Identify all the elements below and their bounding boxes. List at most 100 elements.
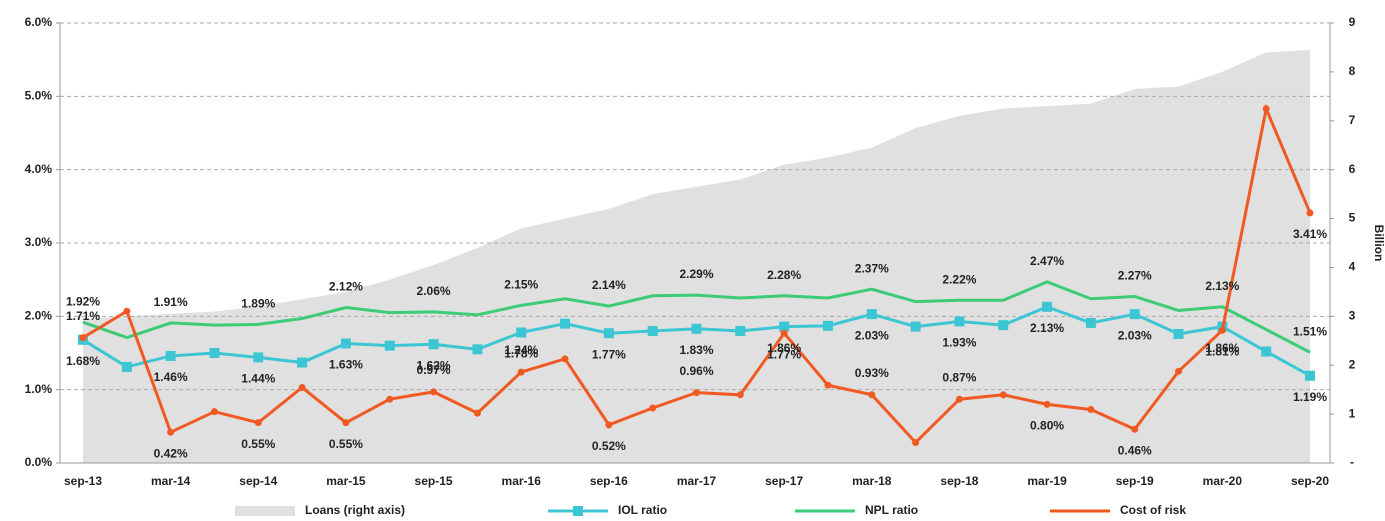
marker	[209, 348, 220, 358]
y2-tick-label: 8	[1349, 64, 1356, 78]
x-tick-label: mar-16	[502, 474, 542, 488]
data-label: 2.27%	[1118, 269, 1152, 283]
data-label: 0.80%	[1030, 419, 1064, 433]
legend-marker	[573, 506, 583, 516]
marker	[866, 309, 877, 320]
marker	[912, 438, 920, 446]
data-label: 2.13%	[1205, 279, 1239, 293]
y-tick-label: 6.0%	[25, 15, 53, 29]
marker	[736, 391, 744, 399]
x-tick-label: sep-13	[64, 474, 102, 488]
x-tick-label: sep-14	[239, 474, 277, 488]
data-label: 1.62%	[417, 358, 451, 372]
legend-label: Cost of risk	[1120, 503, 1186, 517]
marker	[955, 395, 963, 403]
data-label: 1.81%	[1205, 344, 1239, 358]
data-label: 0.87%	[942, 370, 976, 384]
data-label: 1.86%	[1205, 341, 1239, 355]
y-tick-label: 0.0%	[25, 455, 53, 469]
x-tick-label: mar-19	[1027, 474, 1067, 488]
y-tick-label: 5.0%	[25, 89, 53, 103]
y2-tick-label: 4	[1349, 260, 1356, 274]
line-layer	[78, 103, 1315, 446]
marker	[954, 316, 965, 327]
x-tick-label: sep-19	[1116, 474, 1154, 488]
marker	[386, 395, 394, 403]
marker	[868, 391, 876, 399]
y2-tick-label: 1	[1349, 406, 1356, 420]
legend-swatch	[235, 506, 295, 516]
marker	[297, 357, 308, 368]
data-label: 2.06%	[417, 284, 451, 298]
marker	[1218, 326, 1226, 334]
marker	[910, 321, 921, 332]
marker	[254, 419, 262, 427]
data-label: 1.46%	[154, 370, 188, 384]
marker	[824, 381, 832, 389]
x-tick-label: sep-16	[590, 474, 628, 488]
marker	[603, 328, 614, 339]
label-layer: 1.68% 1.46% 1.44% 1.63% 1.62% 1.78% 1.77% 1.83%…	[66, 227, 1327, 460]
data-label: 1.91%	[154, 295, 188, 309]
legend-label: NPL ratio	[865, 503, 918, 517]
marker	[1129, 309, 1140, 320]
y2-tick-label: 9	[1349, 15, 1356, 29]
x-tick-label: mar-20	[1203, 474, 1243, 488]
marker	[517, 368, 525, 376]
marker	[693, 389, 700, 397]
data-label: 2.13%	[1030, 321, 1064, 335]
marker	[1173, 328, 1184, 339]
data-label: 1.92%	[66, 294, 100, 308]
marker	[1175, 367, 1183, 375]
data-label: 1.93%	[942, 336, 976, 350]
y-tick-label: 1.0%	[25, 382, 53, 396]
x-tick-label: sep-18	[940, 474, 978, 488]
x-tick-label: sep-15	[415, 474, 453, 488]
data-label: 1.63%	[329, 358, 363, 372]
y2-axis-title: Billion	[1372, 225, 1385, 262]
data-label: 1.24%	[504, 343, 538, 357]
marker	[473, 409, 481, 417]
y2-tick-label: 6	[1349, 162, 1356, 176]
line	[82, 280, 1311, 354]
data-label: 2.37%	[855, 261, 889, 275]
data-label: 1.71%	[66, 309, 100, 323]
marker	[298, 383, 306, 391]
x-tick-label: mar-15	[326, 474, 366, 488]
marker	[121, 361, 132, 372]
data-label: 1.83%	[679, 343, 713, 357]
legend-label: Loans (right axis)	[305, 503, 405, 517]
data-label: 1.77%	[767, 347, 801, 361]
y2-tick-label: 3	[1349, 309, 1356, 323]
marker	[384, 340, 395, 351]
marker	[1043, 400, 1051, 408]
y-tick-label: 3.0%	[25, 235, 53, 249]
data-label: 2.03%	[855, 328, 889, 342]
data-label: 0.42%	[154, 446, 188, 460]
marker	[1087, 405, 1095, 413]
marker	[605, 421, 613, 429]
y2-tick-label: 7	[1349, 113, 1356, 127]
data-label: 3.41%	[1293, 227, 1327, 241]
data-label: 0.93%	[855, 366, 889, 380]
marker	[167, 428, 175, 436]
area	[83, 49, 1310, 464]
data-label: 0.55%	[241, 437, 275, 451]
x-tick-label: mar-18	[852, 474, 892, 488]
marker	[516, 327, 527, 338]
data-label: 1.51%	[1293, 324, 1327, 338]
data-label: 1.77%	[592, 347, 626, 361]
marker	[1085, 317, 1096, 328]
marker	[1131, 425, 1139, 433]
data-label: 2.03%	[1118, 328, 1152, 342]
data-label: 0.46%	[1118, 443, 1152, 457]
data-label: 2.22%	[942, 272, 976, 286]
y2-tick-label: 5	[1349, 211, 1356, 225]
marker	[822, 320, 833, 331]
marker	[1306, 209, 1314, 217]
marker	[79, 334, 87, 342]
data-label: 2.29%	[679, 267, 713, 281]
data-label: 2.47%	[1030, 254, 1064, 268]
x-tick-label: sep-17	[765, 474, 803, 488]
